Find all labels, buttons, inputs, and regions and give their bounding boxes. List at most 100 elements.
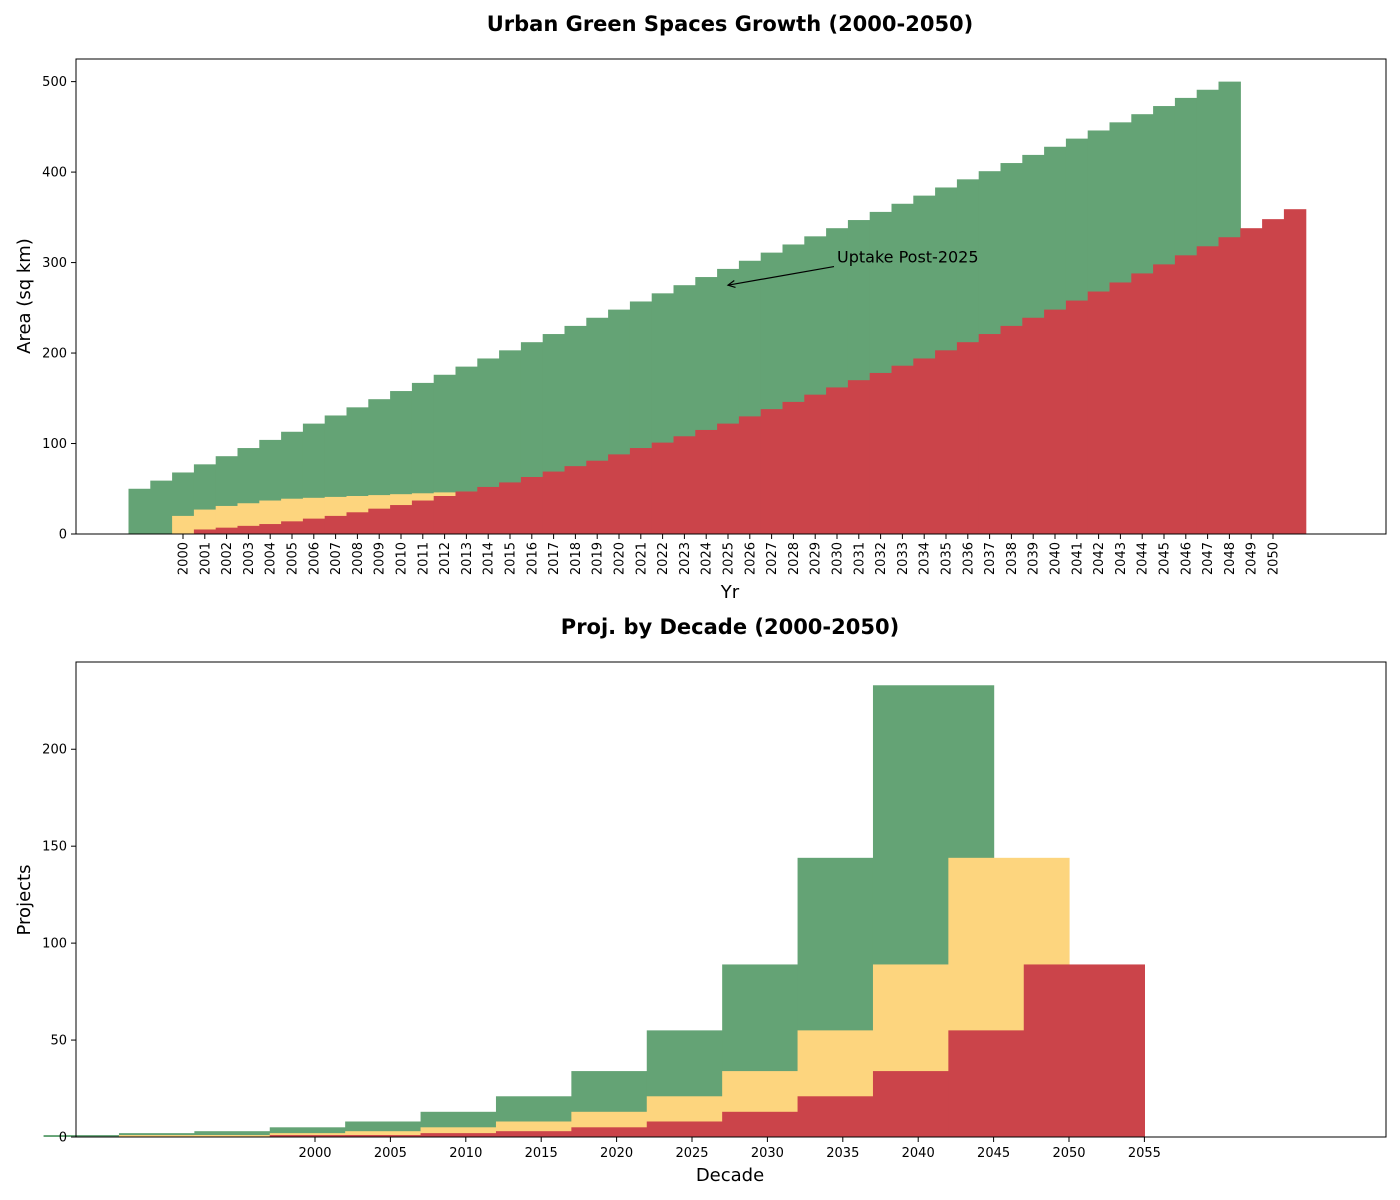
- bar-green: [150, 480, 173, 534]
- x-tick-label: 2036: [961, 542, 976, 575]
- bar-red: [499, 482, 522, 534]
- bar-red: [1044, 309, 1067, 534]
- bar-red: [608, 454, 631, 534]
- x-tick-label: 2038: [1005, 542, 1020, 575]
- bar-red: [629, 448, 653, 534]
- annotation-text: Uptake Post-2025: [837, 248, 979, 267]
- x-tick-label: 2050: [1052, 1146, 1085, 1161]
- bar-red: [542, 471, 566, 534]
- x-tick-label: 2042: [1092, 542, 1107, 575]
- bar-red: [1218, 237, 1241, 534]
- bar-red: [477, 486, 500, 534]
- bar-red: [956, 342, 980, 534]
- x-tick-label: 2002: [220, 542, 235, 575]
- bar-red: [935, 350, 958, 534]
- y-axis: 0 50 100 150 200: [42, 743, 76, 1146]
- bar-green: [269, 1127, 391, 1137]
- x-tick-label: 2044: [1136, 542, 1151, 575]
- x-tick-label: 2055: [1128, 1146, 1161, 1161]
- bar-red: [420, 1133, 542, 1137]
- bar-red: [1283, 209, 1307, 534]
- bar-yellow: [215, 505, 239, 534]
- bar-red: [978, 334, 1002, 534]
- y-tick-label: 100: [42, 437, 67, 452]
- x-tick-label: 2009: [373, 542, 388, 575]
- bar-red: [346, 512, 369, 534]
- y-tick-label: 100: [42, 937, 67, 952]
- x-tick-label: 2018: [569, 542, 584, 575]
- y-axis-label: Projects: [14, 865, 35, 936]
- x-tick-label: 2000: [298, 1146, 331, 1161]
- x-tick-label: 2029: [809, 542, 824, 575]
- bar-yellow: [345, 1131, 467, 1137]
- bar-red: [782, 401, 805, 534]
- bar-green: [43, 1135, 165, 1137]
- y-tick-label: 0: [59, 528, 67, 543]
- bar-red: [586, 460, 609, 534]
- x-tick-label: 2039: [1027, 542, 1042, 575]
- bar-red: [345, 1135, 467, 1137]
- x-tick-label: 2014: [482, 542, 497, 575]
- bar-red: [1022, 317, 1045, 534]
- x-tick-label: 2005: [286, 542, 301, 575]
- bar-red: [673, 436, 696, 534]
- x-tick-label: 2049: [1245, 542, 1260, 575]
- bar-red: [738, 416, 762, 534]
- bar-red: [847, 380, 871, 534]
- bar-yellow: [420, 1127, 542, 1137]
- bar-red: [1000, 325, 1023, 534]
- bar-red: [193, 529, 217, 534]
- bar-red: [455, 491, 478, 534]
- x-tick-label: 2035: [940, 542, 955, 575]
- x-tick-label: 2023: [678, 542, 693, 575]
- bar-red: [495, 1131, 618, 1137]
- x-tick-label: 2001: [198, 542, 213, 575]
- x-tick-label: 2006: [307, 542, 322, 575]
- x-tick-label: 2046: [1179, 542, 1194, 575]
- x-tick-label: 2022: [656, 542, 671, 575]
- bar-green: [128, 488, 151, 534]
- chart-title: Proj. by Decade (2000-2050): [561, 615, 899, 639]
- bar-red: [891, 365, 914, 534]
- bar-red: [717, 423, 740, 534]
- x-tick-label: 2010: [449, 1146, 482, 1161]
- bar-red: [804, 394, 827, 534]
- bar-red: [1240, 228, 1263, 534]
- x-tick-label: 2030: [751, 1146, 784, 1161]
- bar-red: [1262, 219, 1285, 534]
- x-tick-label: 2045: [1158, 542, 1173, 575]
- x-tick-label: 2003: [242, 542, 257, 575]
- bar-red: [1087, 291, 1111, 534]
- x-tick-label: 2024: [700, 542, 715, 575]
- x-tick-label: 2013: [460, 542, 475, 575]
- y-tick-label: 200: [42, 347, 67, 362]
- x-axis-label: Yr: [720, 582, 740, 603]
- x-tick-label: 2040: [1049, 542, 1064, 575]
- annotation-arrowhead: [726, 280, 736, 289]
- x-tick-label: 2012: [438, 542, 453, 575]
- plot-frame: [75, 58, 1387, 535]
- x-tick-label: 2026: [743, 542, 758, 575]
- bar-red: [695, 429, 718, 534]
- bar-yellow: [172, 515, 195, 534]
- x-axis: 2000 2005 2010 2015 2020 2025 2030 2035 2040 2045…: [298, 1137, 1161, 1161]
- annotation-arrow: [727, 265, 835, 286]
- bar-red: [651, 442, 675, 534]
- bar-red: [237, 525, 260, 534]
- x-tick-label: 2035: [826, 1146, 859, 1161]
- x-tick-label: 2004: [264, 542, 279, 575]
- x-tick-label: 2025: [722, 542, 737, 575]
- x-tick-label: 2034: [918, 542, 933, 575]
- bar-red: [1065, 300, 1089, 534]
- x-tick-label: 2043: [1114, 542, 1129, 575]
- bar-red: [1023, 964, 1145, 1137]
- y-tick-label: 400: [42, 166, 67, 181]
- bar-red: [281, 521, 304, 534]
- y-tick-label: 500: [42, 75, 67, 90]
- bar-red: [1109, 282, 1132, 534]
- x-tick-label: 2020: [600, 1146, 633, 1161]
- x-tick-label: 2050: [1267, 542, 1282, 575]
- x-tick-label: 2041: [1070, 542, 1085, 575]
- x-tick-label: 2020: [613, 542, 628, 575]
